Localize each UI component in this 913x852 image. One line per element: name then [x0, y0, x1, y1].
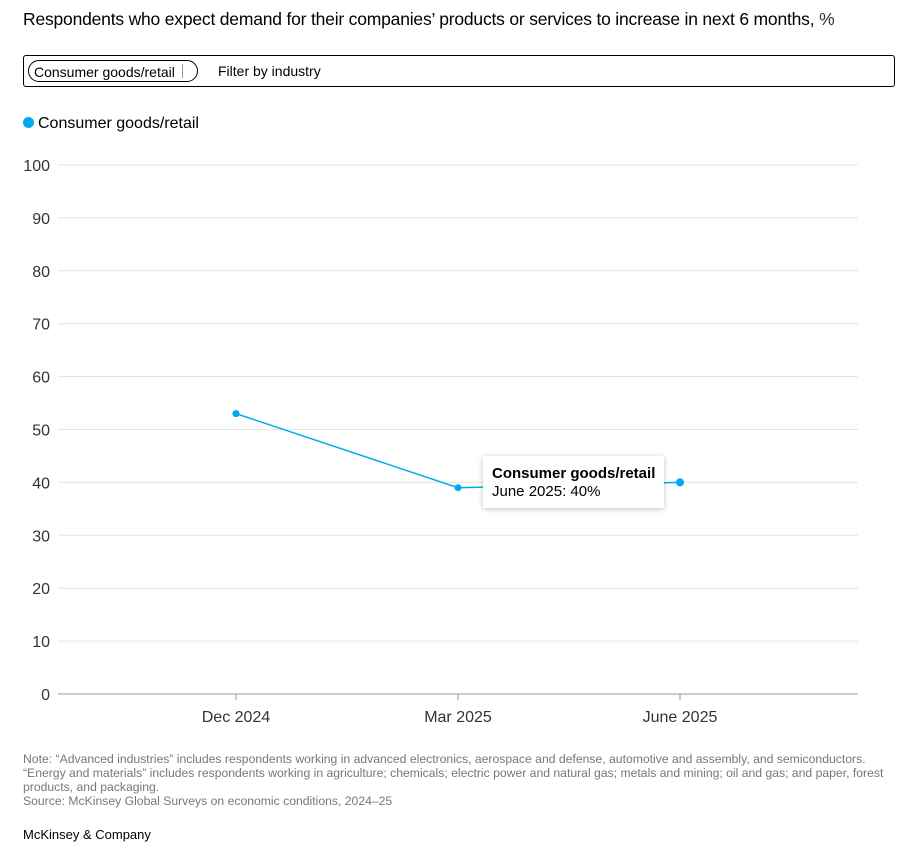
- y-tick-label: 20: [32, 581, 50, 598]
- chip-label: Consumer goods/retail: [34, 64, 175, 80]
- chip-divider: [181, 64, 183, 78]
- line-chart: 0 10 20 30 40 50 60 70 80 90 100 Dec 2024 Mar 2025 Ju…: [23, 158, 858, 726]
- chart-legend[interactable]: Consumer goods/retail: [23, 113, 199, 135]
- tooltip-value: June 2025: 40%: [492, 483, 601, 500]
- note-text: Note: “Advanced industries” includes res…: [23, 752, 884, 794]
- y-tick-label: 10: [32, 634, 50, 651]
- y-tick-label: 60: [32, 370, 50, 387]
- x-tick-label: Dec 2024: [202, 709, 271, 726]
- y-tick-label: 90: [32, 211, 50, 228]
- data-tooltip: Consumer goods/retail June 2025: 40%: [483, 456, 664, 508]
- y-tick-label: 50: [32, 423, 50, 440]
- y-tick-label: 80: [32, 264, 50, 281]
- source-text: Source: McKinsey Global Surveys on econo…: [23, 794, 393, 808]
- y-tick-label: 0: [41, 687, 50, 704]
- data-point: [676, 478, 684, 487]
- legend-label: Consumer goods/retail: [38, 115, 199, 132]
- chart-title: Respondents who expect demand for their …: [23, 8, 903, 30]
- brand-name: McKinsey & Company: [23, 827, 151, 842]
- chart-title-text: Respondents who expect demand for their …: [23, 9, 815, 29]
- data-point: [232, 410, 240, 418]
- industry-filter[interactable]: Consumer goods/retail Filter by industry: [23, 55, 895, 87]
- tooltip-title: Consumer goods/retail: [492, 465, 656, 482]
- x-tick-label: Mar 2025: [424, 709, 492, 726]
- selected-industry-chip[interactable]: Consumer goods/retail: [28, 60, 198, 82]
- y-tick-label: 40: [32, 475, 50, 492]
- legend-dot-icon: [23, 117, 34, 128]
- y-tick-label: 100: [23, 158, 50, 175]
- y-tick-label: 70: [32, 317, 50, 334]
- footnote: Note: “Advanced industries” includes res…: [23, 752, 903, 808]
- y-tick-label: 30: [32, 528, 50, 545]
- data-point: [454, 484, 462, 492]
- filter-placeholder: Filter by industry: [218, 63, 321, 79]
- chart-title-unit: %: [819, 9, 835, 29]
- x-tick-label: June 2025: [643, 709, 718, 726]
